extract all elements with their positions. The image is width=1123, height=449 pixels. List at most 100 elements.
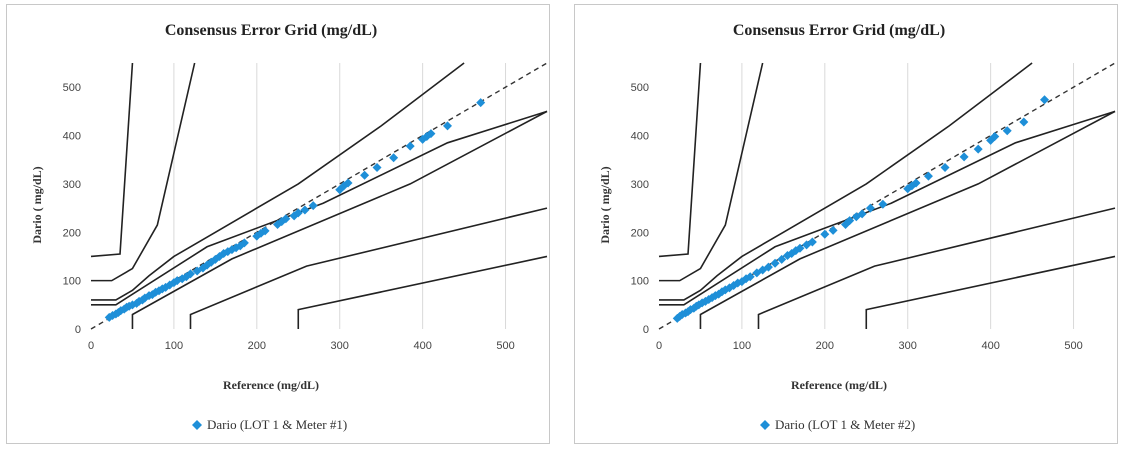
data-point xyxy=(865,203,875,213)
data-point xyxy=(694,300,704,310)
y-tick-label: 200 xyxy=(63,227,81,239)
x-tick-labels: 0 100 200 300 400 500 xyxy=(88,340,515,352)
data-point xyxy=(923,171,933,181)
zone-boundary-5 xyxy=(658,62,702,258)
legend-label: Dario (LOT 1 & Meter #2) xyxy=(775,417,915,432)
data-point xyxy=(185,269,195,279)
zone-boundary-2 xyxy=(659,62,1033,301)
data-point xyxy=(343,178,353,188)
data-point xyxy=(911,178,921,188)
chart-panel-2: Consensus Error Grid (mg/dL) Reference (… xyxy=(574,4,1118,444)
data-points xyxy=(672,95,1050,323)
x-tick-label: 0 xyxy=(88,340,94,352)
y-tick-label: 300 xyxy=(63,179,81,191)
y-tick-label: 500 xyxy=(631,82,649,94)
zone-boundary-3 xyxy=(131,110,548,329)
y-tick-label: 0 xyxy=(75,324,81,336)
legend-diamond-marker xyxy=(192,420,202,430)
identity-line-dashed xyxy=(90,62,548,330)
data-point xyxy=(903,184,913,194)
data-point xyxy=(476,98,486,108)
data-point xyxy=(807,237,817,247)
zone-boundary-1 xyxy=(659,110,1116,306)
y-axis-title: Dario ( mg/dL) xyxy=(30,166,44,243)
identity-line xyxy=(658,62,1116,330)
x-tick-label: 200 xyxy=(816,340,834,352)
data-point xyxy=(973,144,983,154)
data-point xyxy=(763,262,773,272)
legend-marker xyxy=(760,420,770,430)
data-point xyxy=(239,238,249,248)
y-tick-label: 0 xyxy=(643,324,649,336)
zone-boundaries xyxy=(90,62,548,329)
zone-boundary-4 xyxy=(659,62,764,282)
data-point xyxy=(697,298,707,308)
x-tick-label: 400 xyxy=(981,340,999,352)
identity-line-dashed xyxy=(658,62,1116,330)
zone-boundary-6 xyxy=(189,207,548,329)
data-point xyxy=(959,152,969,162)
data-point xyxy=(940,162,950,172)
y-tick-labels: 0 100 200 300 400 500 xyxy=(63,82,81,336)
zone-boundary-7 xyxy=(865,255,1116,329)
y-tick-label: 200 xyxy=(631,227,649,239)
data-point xyxy=(389,153,399,163)
zone-boundary-7 xyxy=(297,255,548,329)
data-point xyxy=(717,287,727,297)
data-point xyxy=(1019,117,1029,127)
data-point xyxy=(360,170,370,180)
data-point xyxy=(733,278,743,288)
data-point xyxy=(281,214,291,224)
x-tick-label: 500 xyxy=(496,340,514,352)
x-tick-labels: 0 100 200 300 400 500 xyxy=(656,340,1083,352)
x-tick-label: 100 xyxy=(165,340,183,352)
data-point xyxy=(308,201,318,211)
zone-boundaries xyxy=(658,62,1116,329)
data-point xyxy=(795,243,805,253)
y-tick-label: 400 xyxy=(63,131,81,143)
data-point xyxy=(990,132,1000,142)
data-point xyxy=(443,121,453,131)
chart-panel-1: Consensus Error Grid (mg/dL) Reference (… xyxy=(6,4,550,444)
data-point xyxy=(820,229,830,239)
legend-diamond-marker xyxy=(760,420,770,430)
data-point xyxy=(1002,126,1012,136)
data-point xyxy=(828,225,838,235)
data-point xyxy=(770,258,780,268)
consensus-error-grid-chart-1: Consensus Error Grid (mg/dL) Reference (… xyxy=(30,22,548,432)
x-tick-label: 0 xyxy=(656,340,662,352)
data-point xyxy=(260,226,270,236)
data-point xyxy=(777,254,787,264)
data-point xyxy=(857,209,867,219)
data-points xyxy=(104,98,486,322)
zone-boundary-3 xyxy=(699,110,1116,329)
data-point xyxy=(300,205,310,215)
legend-label: Dario (LOT 1 & Meter #1) xyxy=(207,417,347,432)
data-point xyxy=(704,294,714,304)
y-tick-label: 400 xyxy=(631,131,649,143)
data-point xyxy=(426,129,436,139)
zone-boundary-4 xyxy=(91,62,196,282)
zone-boundary-1 xyxy=(91,110,548,306)
x-tick-label: 500 xyxy=(1064,340,1082,352)
y-tick-label: 500 xyxy=(63,82,81,94)
x-tick-label: 200 xyxy=(248,340,266,352)
data-point xyxy=(741,274,751,284)
y-tick-labels: 0 100 200 300 400 500 xyxy=(631,82,649,336)
data-point xyxy=(293,208,303,218)
legend-marker xyxy=(192,420,202,430)
x-axis-title: Reference (mg/dL) xyxy=(223,378,319,392)
x-tick-label: 100 xyxy=(733,340,751,352)
consensus-error-grid-chart-2: Consensus Error Grid (mg/dL) Reference (… xyxy=(598,22,1116,432)
chart-title: Consensus Error Grid (mg/dL) xyxy=(165,22,377,39)
data-point xyxy=(707,293,717,303)
data-point xyxy=(1040,95,1050,105)
data-point xyxy=(714,289,724,299)
identity-line xyxy=(90,62,548,330)
data-point xyxy=(745,272,755,282)
y-tick-label: 300 xyxy=(631,179,649,191)
data-point xyxy=(372,162,382,172)
data-point xyxy=(878,199,888,209)
y-tick-label: 100 xyxy=(63,276,81,288)
zone-boundary-2 xyxy=(91,62,465,301)
